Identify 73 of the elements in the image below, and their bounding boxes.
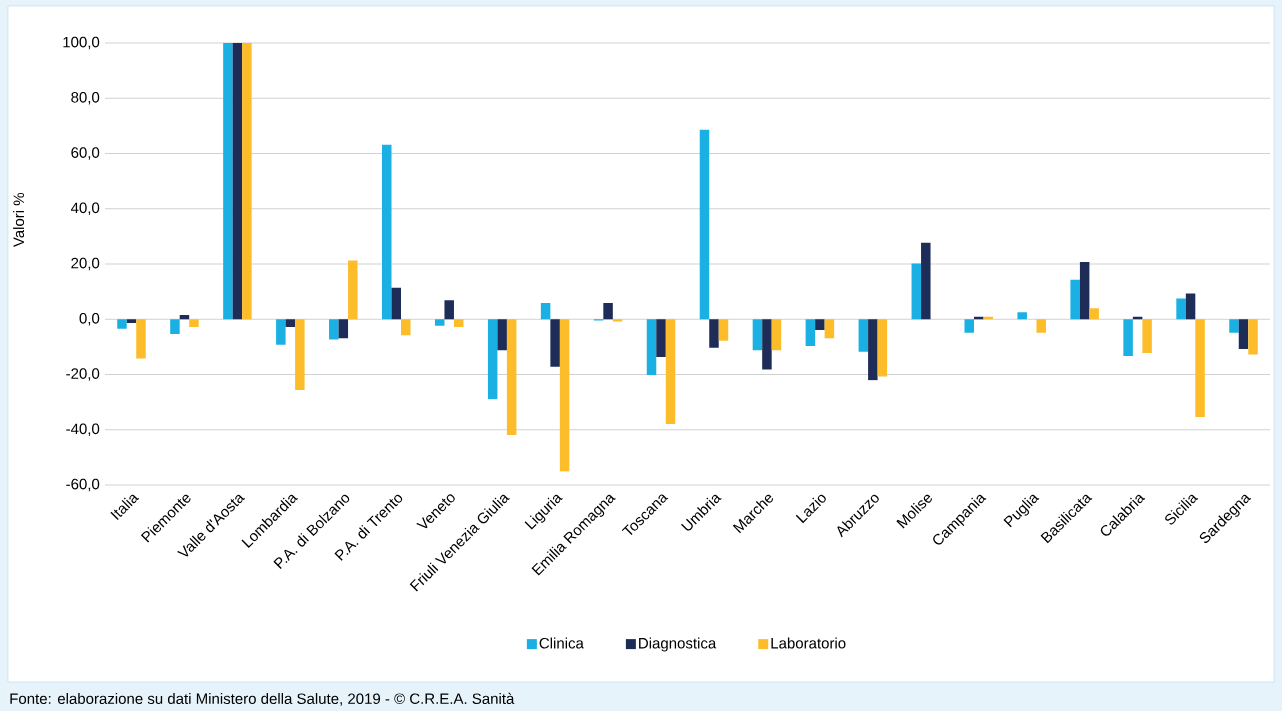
- bar: [718, 319, 729, 341]
- source-note: Fonte: elaborazione su dati Ministero della Salute, 2019 - © C.R.E.A. Sanità: [10, 692, 515, 706]
- bar: [434, 319, 445, 326]
- bar: [497, 319, 507, 351]
- bar: [540, 302, 551, 320]
- bar: [964, 319, 974, 333]
- y-tick-label: 0,0: [79, 313, 100, 326]
- bar: [824, 319, 835, 339]
- bar: [242, 42, 252, 320]
- bar: [815, 319, 825, 331]
- bar: [1123, 319, 1133, 356]
- y-tick-label: -60,0: [66, 478, 100, 492]
- bar: [805, 319, 816, 347]
- bar: [877, 319, 888, 377]
- bar: [232, 42, 243, 320]
- bar: [1185, 293, 1196, 320]
- bar: [276, 319, 286, 345]
- bar: [1036, 319, 1046, 333]
- bar: [656, 319, 666, 358]
- y-tick-label: -40,0: [66, 423, 100, 436]
- bar: [179, 315, 190, 320]
- bar: [868, 319, 878, 381]
- bar: [285, 319, 296, 327]
- bar: [329, 319, 339, 340]
- bar: [911, 263, 922, 320]
- bar: [921, 242, 931, 320]
- y-axis-title: Valori %: [13, 192, 25, 248]
- bar: [1238, 319, 1249, 350]
- bar: [506, 319, 517, 435]
- legend-label: Diagnostica: [639, 637, 717, 652]
- bar: [189, 319, 199, 327]
- bar: [136, 319, 146, 359]
- bar: [1195, 319, 1205, 418]
- bar: [295, 319, 305, 390]
- bar: [126, 319, 137, 324]
- bar: [1229, 319, 1239, 333]
- bar: [1248, 319, 1258, 355]
- bar: [550, 319, 560, 367]
- y-tick-label: 60,0: [71, 147, 100, 160]
- y-tick-label: 80,0: [71, 92, 100, 105]
- y-tick-label: 40,0: [70, 202, 100, 215]
- bar: [1017, 312, 1027, 320]
- bar: [762, 319, 772, 370]
- bar: [444, 300, 454, 320]
- bar: [401, 319, 411, 336]
- bar: [453, 319, 464, 327]
- bar: [487, 319, 498, 400]
- bar: [1142, 319, 1152, 353]
- bar: [1176, 298, 1186, 320]
- bar: [646, 319, 657, 376]
- bar: [223, 42, 233, 320]
- y-tick-label: -20,0: [66, 368, 100, 381]
- bar: [752, 319, 763, 351]
- bar: [338, 319, 349, 339]
- bar: [858, 319, 869, 352]
- bar: [117, 319, 127, 329]
- legend-label: Clinica: [539, 637, 584, 649]
- bar: [391, 287, 402, 320]
- bar: [348, 260, 358, 320]
- bar: [1079, 262, 1090, 320]
- bar: [1089, 308, 1099, 320]
- bar: [382, 144, 392, 320]
- bar: [1070, 279, 1080, 320]
- y-tick-label: 100,0: [63, 36, 100, 50]
- y-tick-label: 20,0: [71, 257, 100, 271]
- bar: [603, 302, 613, 320]
- bar: [699, 129, 710, 320]
- bar: [170, 319, 180, 334]
- bar: [665, 319, 676, 424]
- bar: [559, 319, 570, 472]
- bar: [771, 319, 782, 351]
- legend-label: Laboratorio: [771, 637, 846, 649]
- bar: [709, 319, 719, 348]
